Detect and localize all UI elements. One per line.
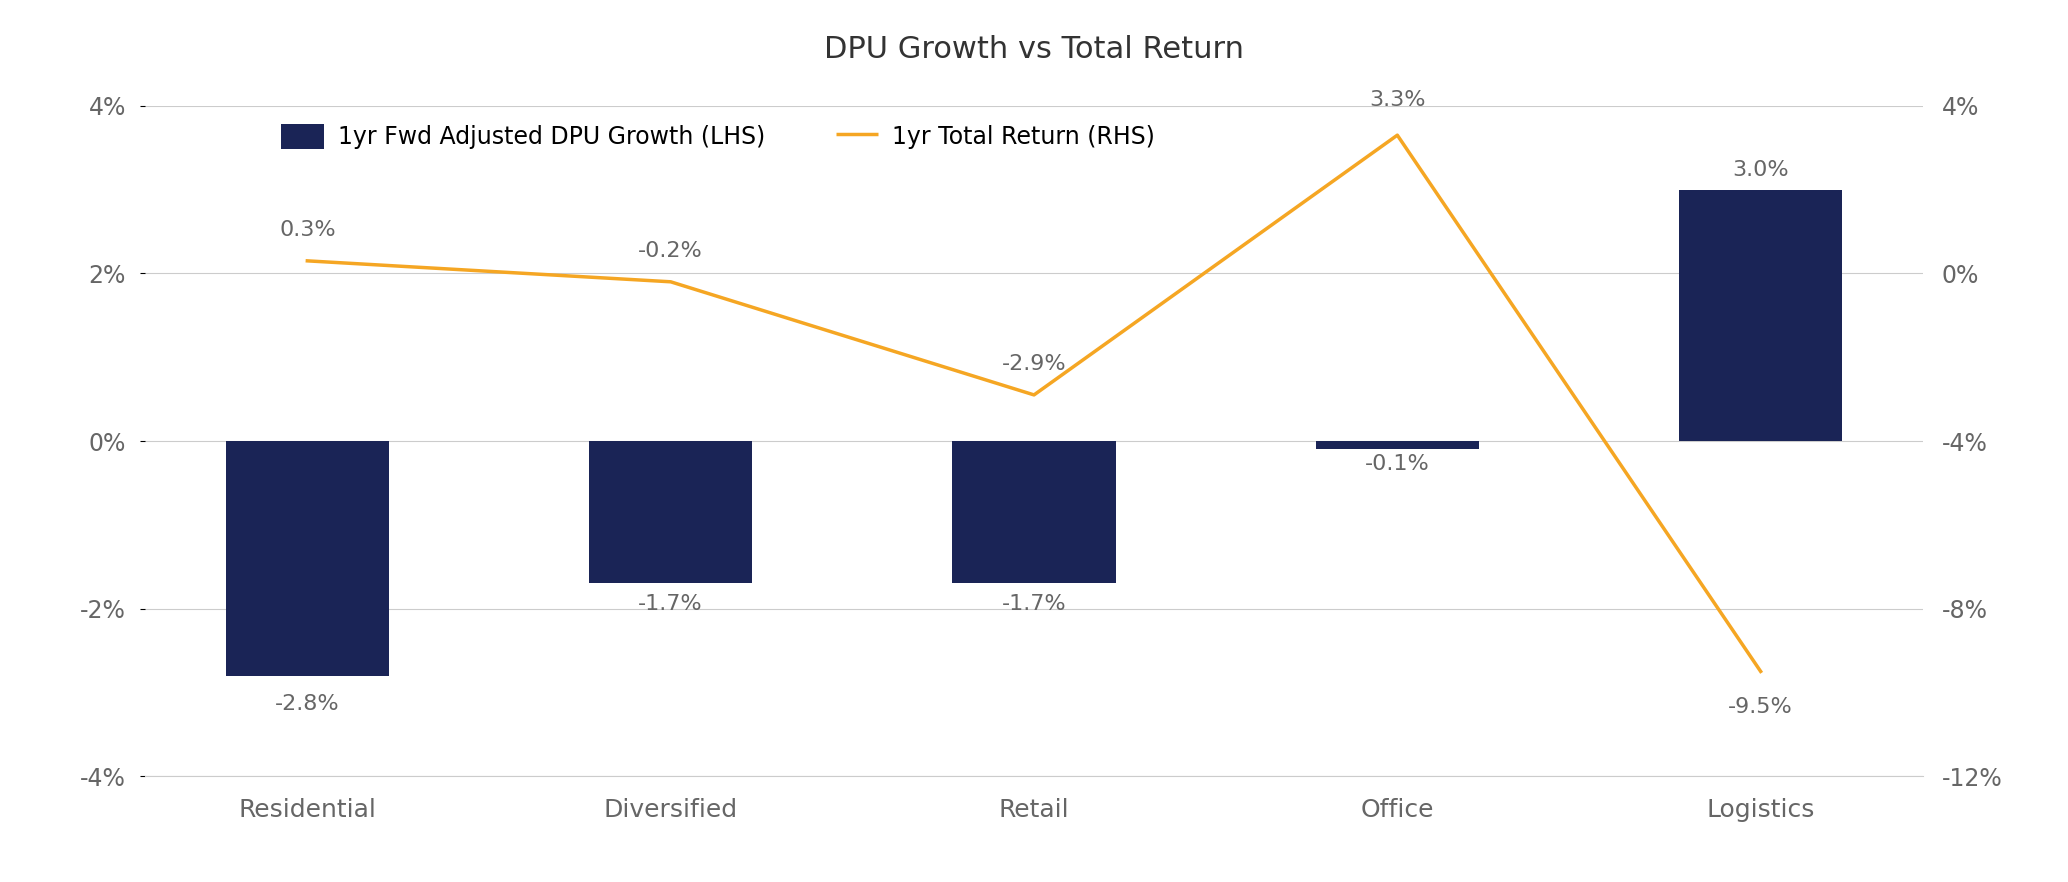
Text: DPU Growth vs Total Return: DPU Growth vs Total Return [823, 35, 1245, 64]
Bar [951, 441, 1117, 584]
Bar [1315, 441, 1479, 450]
Text: -0.2%: -0.2% [639, 241, 703, 261]
Text: -2.9%: -2.9% [1001, 354, 1067, 374]
Text: -0.1%: -0.1% [1365, 453, 1429, 474]
Text: 3.3%: 3.3% [1369, 90, 1425, 110]
Text: -9.5%: -9.5% [1729, 697, 1793, 716]
Legend: 1yr Fwd Adjusted DPU Growth (LHS), 1yr Total Return (RHS): 1yr Fwd Adjusted DPU Growth (LHS), 1yr T… [281, 124, 1156, 149]
Bar [1679, 190, 1843, 441]
Text: -2.8%: -2.8% [275, 694, 339, 714]
Text: -1.7%: -1.7% [1001, 594, 1067, 615]
Bar [225, 441, 389, 676]
Text: 3.0%: 3.0% [1733, 160, 1789, 180]
Bar [589, 441, 753, 584]
Text: -1.7%: -1.7% [639, 594, 703, 615]
Text: 0.3%: 0.3% [279, 220, 335, 240]
